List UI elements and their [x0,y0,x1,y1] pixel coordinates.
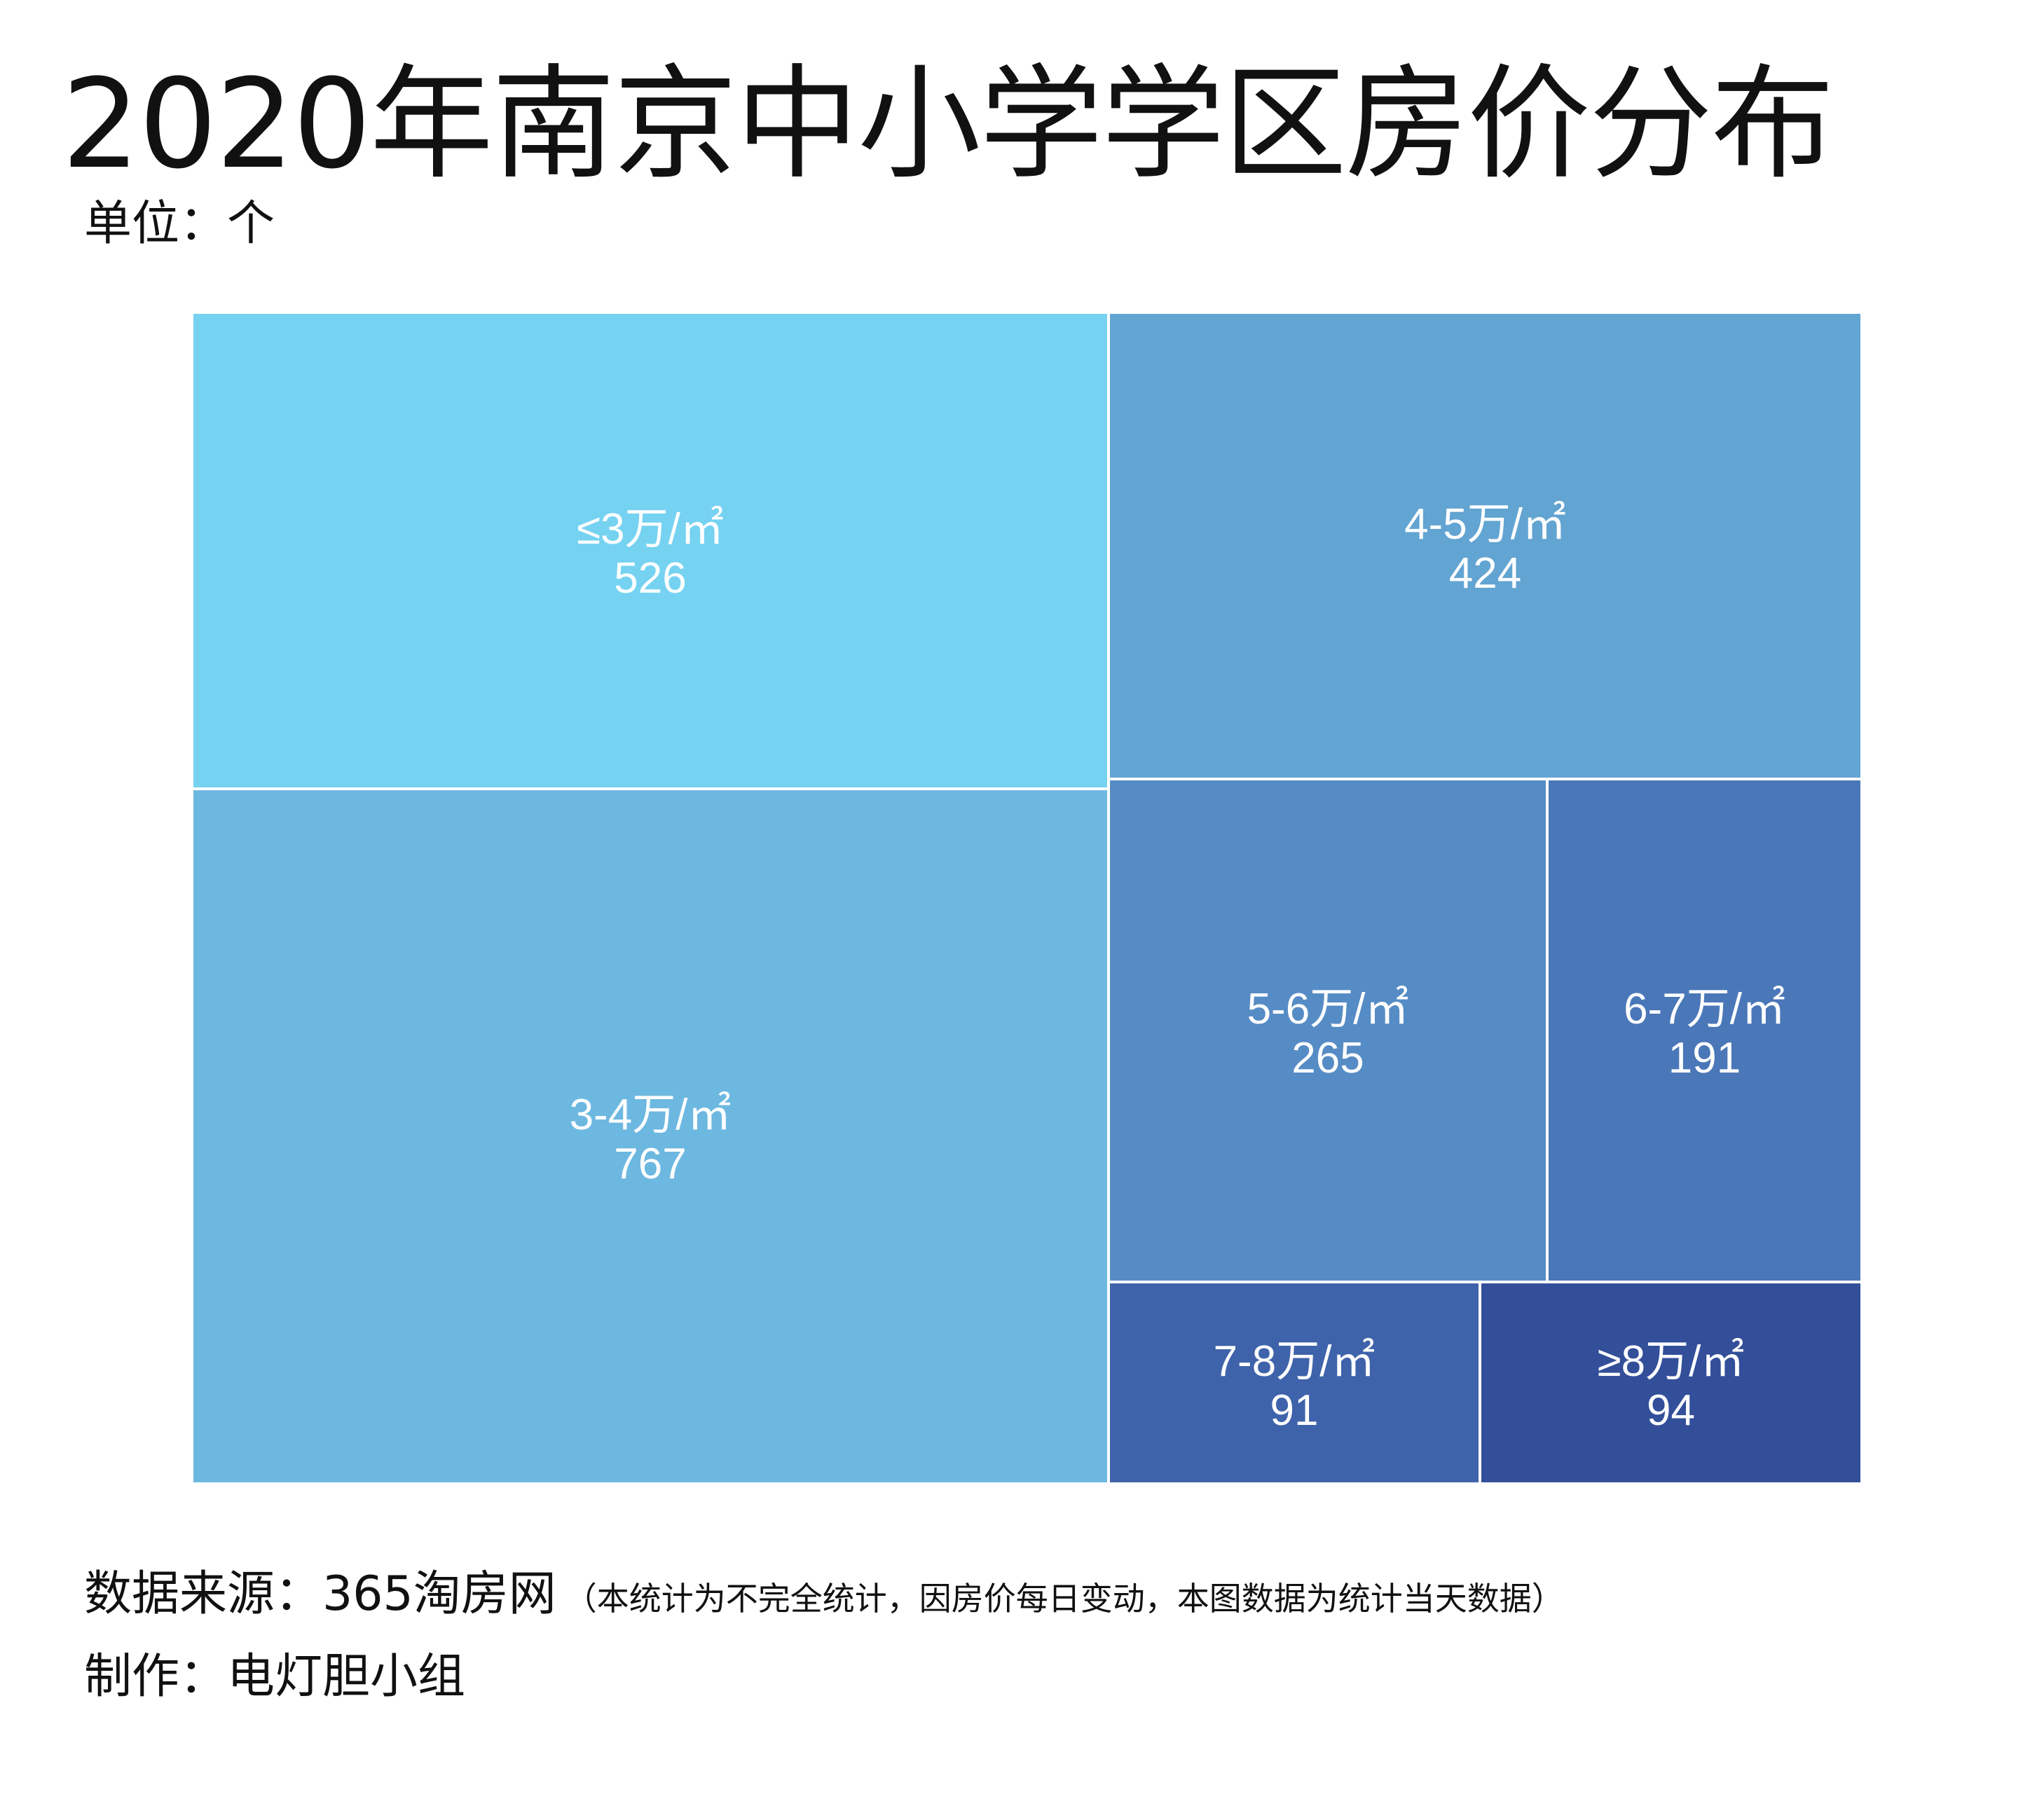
treemap-cell-value: 526 [614,554,686,602]
data-source: 数据来源：365淘房网 （本统计为不完全统计，因房价每日变动，本图数据为统计当天数… [84,1565,1564,1628]
treemap-cell [192,787,1110,1484]
treemap-cell-category: 5-6万/㎡ [1247,985,1409,1033]
treemap-cell-value: 767 [614,1140,686,1188]
treemap-cell-value: 424 [1449,549,1521,598]
treemap-cell-category: 3-4万/㎡ [570,1091,732,1139]
data-source-label: 数据来源：365淘房网 [84,1566,556,1622]
treemap-cell [1546,778,1862,1283]
treemap-cell-category: 7-8万/㎡ [1214,1337,1376,1386]
treemap-cell-category: ≥8万/㎡ [1598,1337,1745,1386]
unit-label: 单位：个 [84,196,275,251]
treemap-cell-value: 94 [1647,1386,1695,1435]
treemap-cell-category: 4-5万/㎡ [1404,500,1566,549]
treemap-cell-category: ≤3万/㎡ [577,505,724,553]
treemap-cell [1479,1281,1862,1484]
treemap-cell [1107,312,1862,780]
treemap-chart: ≤3万/㎡ 526 3-4万/㎡ 767 4-5万/㎡ 424 5-6万/㎡ 265 6-7万/… [192,312,1862,1484]
credit-label: 制作：电灯胆小组 [84,1649,466,1704]
treemap-cell-value: 191 [1668,1034,1741,1082]
treemap-cell [1107,778,1549,1283]
treemap-cell-category: 6-7万/㎡ [1624,985,1785,1033]
treemap-cell-value: 91 [1270,1386,1319,1435]
data-source-note: （本统计为不完全统计，因房价每日变动，本图数据为统计当天数据） [564,1580,1564,1618]
treemap-cell-value: 265 [1291,1034,1364,1082]
treemap-cell [192,312,1110,790]
chart-title: 2020年南京中小学学区房价分布 [62,53,1834,196]
